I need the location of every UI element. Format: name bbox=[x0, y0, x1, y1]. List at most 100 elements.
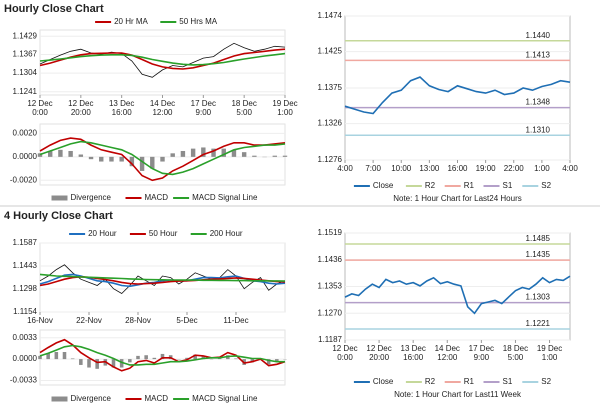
bar bbox=[144, 355, 148, 360]
legend-label: Close bbox=[373, 377, 394, 386]
legend-label: 20 Hr MA bbox=[114, 17, 148, 26]
bar bbox=[48, 150, 53, 157]
level-label: 1.1485 bbox=[526, 234, 551, 243]
x-tick-label: 13:00 bbox=[419, 164, 440, 173]
x-tick-label: 4:00 bbox=[337, 164, 353, 173]
x-tick-label: 4:00 bbox=[562, 164, 578, 173]
level-label: 1.1348 bbox=[526, 98, 551, 107]
legend-label: 20 Hour bbox=[88, 229, 117, 238]
y-tick-label: 0.0000 bbox=[13, 152, 38, 161]
bar bbox=[180, 150, 186, 157]
y-tick-label: 1.1429 bbox=[13, 31, 38, 40]
x-tick-label: 14 Dec 12:00 bbox=[150, 99, 175, 117]
plot-frame bbox=[39, 29, 286, 96]
bar bbox=[185, 357, 189, 360]
bar bbox=[111, 359, 116, 368]
bar bbox=[119, 359, 124, 368]
x-tick-label: 7:00 bbox=[365, 164, 381, 173]
y-tick-label: 1.1443 bbox=[13, 261, 38, 270]
bar bbox=[37, 153, 43, 157]
bar bbox=[190, 148, 196, 157]
bar bbox=[201, 147, 206, 157]
y-tick-label: 1.1304 bbox=[13, 68, 38, 77]
legend-label: S1 bbox=[503, 377, 513, 386]
bar bbox=[272, 155, 277, 157]
x-tick-label: 5-Dec bbox=[176, 316, 197, 325]
bar bbox=[231, 149, 237, 157]
y-tick-label: -0.0033 bbox=[10, 376, 38, 385]
legend-label: MACD bbox=[145, 394, 169, 403]
x-tick-label: 17 Dec 9:00 bbox=[469, 344, 494, 362]
y-tick-label: -0.0020 bbox=[10, 175, 38, 184]
x-tick-label: 12 Dec 20:00 bbox=[366, 344, 391, 362]
legend-label: Divergence bbox=[71, 394, 112, 403]
legend-label: MACD Signal Line bbox=[192, 193, 258, 202]
note: Note: 1 Hour Chart for Last24 Hours bbox=[393, 194, 522, 203]
y-tick-label: 1.1154 bbox=[13, 307, 37, 316]
bar bbox=[252, 155, 257, 157]
y-tick-label: 1.1326 bbox=[318, 119, 343, 128]
bar bbox=[211, 148, 216, 157]
x-tick-label: 12 Dec 0:00 bbox=[27, 99, 52, 117]
bar bbox=[95, 359, 99, 369]
bar bbox=[58, 149, 63, 157]
x-tick-label: 16-Nov bbox=[27, 316, 53, 325]
bar bbox=[78, 154, 84, 157]
bar bbox=[88, 156, 94, 160]
y-tick-label: 1.1353 bbox=[318, 282, 343, 291]
series-line bbox=[39, 42, 286, 78]
legend-label: S2 bbox=[541, 377, 551, 386]
bar bbox=[54, 352, 59, 360]
legend-label: R2 bbox=[425, 377, 436, 386]
level-label: 1.1435 bbox=[526, 250, 551, 259]
legend-label: MACD bbox=[145, 193, 169, 202]
bar bbox=[119, 156, 124, 162]
x-tick-label: 12 Dec 20:00 bbox=[68, 99, 93, 117]
x-tick-label: 19 Dec 1:00 bbox=[272, 99, 297, 117]
y-tick-label: 0.0000 bbox=[13, 354, 38, 363]
series-line bbox=[39, 137, 286, 182]
x-tick-label: 12 Dec 0:00 bbox=[332, 344, 357, 362]
level-label: 1.1221 bbox=[526, 319, 551, 328]
x-tick-label: 1:00 bbox=[534, 164, 550, 173]
legend-label: MACD Signal Line bbox=[192, 394, 258, 403]
x-tick-label: 17 Dec 9:00 bbox=[191, 99, 216, 117]
legend-label: 200 Hour bbox=[210, 229, 243, 238]
bar bbox=[68, 150, 73, 157]
y-tick-label: 1.1587 bbox=[13, 238, 38, 247]
bar bbox=[275, 359, 279, 362]
x-tick-label: 11-Dec bbox=[223, 316, 248, 325]
bar bbox=[150, 156, 155, 169]
legend-label: S1 bbox=[503, 181, 513, 190]
x-tick-label: 13 Dec 16:00 bbox=[401, 344, 426, 362]
legend-label: Close bbox=[373, 181, 394, 190]
legend-label: R2 bbox=[425, 181, 436, 190]
series-line bbox=[39, 140, 286, 176]
x-tick-label: 22:00 bbox=[504, 164, 525, 173]
y-tick-label: 1.1270 bbox=[318, 308, 343, 317]
y-tick-label: 0.0033 bbox=[13, 333, 38, 342]
bar bbox=[62, 352, 67, 360]
x-tick-label: 19 Dec 1:00 bbox=[537, 344, 562, 362]
bar bbox=[99, 156, 104, 162]
x-tick-label: 13 Dec 16:00 bbox=[109, 99, 134, 117]
y-tick-label: 1.1367 bbox=[13, 50, 38, 59]
x-tick-label: 16:00 bbox=[447, 164, 468, 173]
y-tick-label: 1.1241 bbox=[13, 87, 38, 96]
legend-label: S2 bbox=[541, 181, 551, 190]
x-tick-label: 28-Nov bbox=[125, 316, 151, 325]
series-line bbox=[39, 344, 285, 366]
level-label: 1.1310 bbox=[526, 125, 551, 134]
x-tick-label: 10:00 bbox=[391, 164, 412, 173]
bar bbox=[87, 359, 91, 368]
y-tick-label: 1.1474 bbox=[318, 11, 343, 20]
bar bbox=[109, 156, 114, 162]
bar bbox=[79, 359, 83, 365]
series-line bbox=[39, 338, 286, 372]
bar bbox=[139, 156, 145, 171]
level-label: 1.1413 bbox=[526, 50, 551, 59]
x-tick-label: 18 Dec 5:00 bbox=[503, 344, 528, 362]
level-label: 1.1440 bbox=[526, 31, 551, 40]
bar bbox=[128, 359, 132, 363]
